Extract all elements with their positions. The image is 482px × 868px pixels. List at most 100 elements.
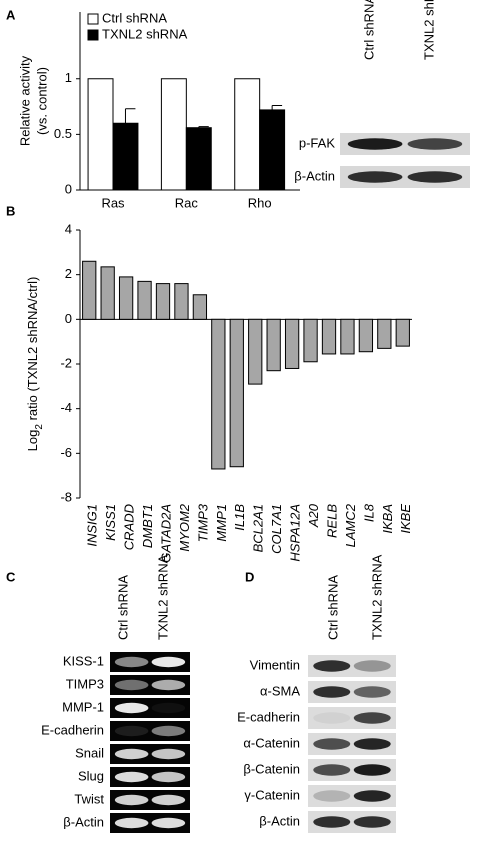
y-tick-label: -6 <box>60 445 72 460</box>
lane-label: TXNL2 shRNA <box>155 554 170 640</box>
row-label: KISS-1 <box>63 653 104 668</box>
bar <box>303 318 318 363</box>
y-axis-label: Relative activity <box>17 55 32 146</box>
band <box>407 138 463 150</box>
row-label: α-Catenin <box>243 735 300 750</box>
row-label: Vimentin <box>250 657 300 672</box>
bar <box>100 266 115 320</box>
band <box>313 686 351 698</box>
error-bar <box>271 104 283 110</box>
band <box>353 790 391 802</box>
y-tick-label: 1 <box>65 70 72 85</box>
error-bar <box>124 108 136 124</box>
x-tick-label: MMP1 <box>214 504 229 542</box>
row-label: MMP-1 <box>62 699 104 714</box>
bar <box>137 280 152 320</box>
x-tick-label: LAMC2 <box>343 503 358 547</box>
bar <box>284 318 300 369</box>
band <box>114 702 149 714</box>
x-tick-label: MYOM2 <box>177 503 192 551</box>
legend-label: TXNL2 shRNA <box>102 26 188 41</box>
x-tick-label: IL1B <box>232 504 247 531</box>
band <box>114 656 149 668</box>
x-tick-label: BCL2A1 <box>251 504 266 552</box>
band <box>313 790 351 802</box>
y-axis-label: (vs. control) <box>34 67 49 135</box>
bar <box>112 122 139 191</box>
x-tick-label: A20 <box>306 503 321 528</box>
panel-label: C <box>6 569 16 584</box>
band <box>313 660 351 672</box>
band <box>151 725 186 737</box>
row-label: E-cadherin <box>41 722 104 737</box>
x-tick-label: IKBE <box>398 504 413 534</box>
bar <box>211 318 226 470</box>
band <box>313 816 351 828</box>
bar <box>358 318 374 353</box>
bar <box>377 318 392 349</box>
x-tick-label: RELB <box>324 504 339 538</box>
band <box>313 764 351 776</box>
bar <box>174 283 189 320</box>
x-tick-label: Rho <box>248 195 272 210</box>
bar <box>155 283 171 320</box>
legend-swatch <box>87 29 99 41</box>
y-tick-label: 2 <box>65 266 72 281</box>
band <box>114 748 149 760</box>
y-tick-label: -8 <box>60 489 72 504</box>
x-tick-label: IKBA <box>380 504 395 534</box>
x-tick-label: COL7A1 <box>269 504 284 554</box>
legend-label: Ctrl shRNA <box>102 10 167 25</box>
row-label: Twist <box>74 791 104 806</box>
band <box>151 748 186 760</box>
band <box>347 171 403 183</box>
y-axis-label-rest: ratio (TXNL2 shRNA/ctrl) <box>25 277 40 424</box>
bar <box>259 109 286 191</box>
y-tick-label: -4 <box>60 400 72 415</box>
panel-label: B <box>6 203 15 218</box>
band <box>114 794 149 806</box>
row-label: β-Actin <box>294 168 335 183</box>
y-tick-label: 0.5 <box>54 126 72 141</box>
x-tick-label: IL8 <box>361 503 376 522</box>
row-label: p-FAK <box>299 135 335 150</box>
band <box>353 764 391 776</box>
band <box>114 725 149 737</box>
bar <box>266 318 281 372</box>
panel-label: A <box>6 7 16 22</box>
band <box>151 656 186 668</box>
bar <box>82 260 97 320</box>
row-label: γ-Catenin <box>244 787 300 802</box>
band <box>151 771 186 783</box>
bar <box>118 276 134 320</box>
band <box>353 712 391 724</box>
row-label: TIMP3 <box>66 676 104 691</box>
band <box>353 660 391 672</box>
row-label: Snail <box>75 745 104 760</box>
error-bar <box>198 126 209 128</box>
x-tick-label: Ras <box>101 195 125 210</box>
band <box>313 712 351 724</box>
row-label: β-Actin <box>63 814 104 829</box>
x-tick-label: DMBT1 <box>140 504 155 548</box>
y-tick-label: 0 <box>65 181 72 196</box>
lane-label: TXNL2 shRNA <box>369 554 384 640</box>
lane-label: TXNL2 shRNA <box>421 0 436 60</box>
row-label: β-Actin <box>259 813 300 828</box>
band <box>151 794 186 806</box>
y-axis-label-text: Log <box>25 430 40 452</box>
x-tick-label: KISS1 <box>103 504 118 541</box>
bar <box>160 78 187 191</box>
bar <box>87 78 114 191</box>
x-tick-label: INSIG1 <box>85 504 100 547</box>
bar <box>321 318 337 355</box>
bar <box>229 318 244 468</box>
band <box>151 702 186 714</box>
x-tick-label: CRADD <box>122 504 137 550</box>
x-tick-label: HSPA12A <box>288 504 303 562</box>
bar <box>234 78 261 191</box>
band <box>151 679 186 691</box>
y-tick-label: 0 <box>65 311 72 326</box>
band <box>114 679 149 691</box>
